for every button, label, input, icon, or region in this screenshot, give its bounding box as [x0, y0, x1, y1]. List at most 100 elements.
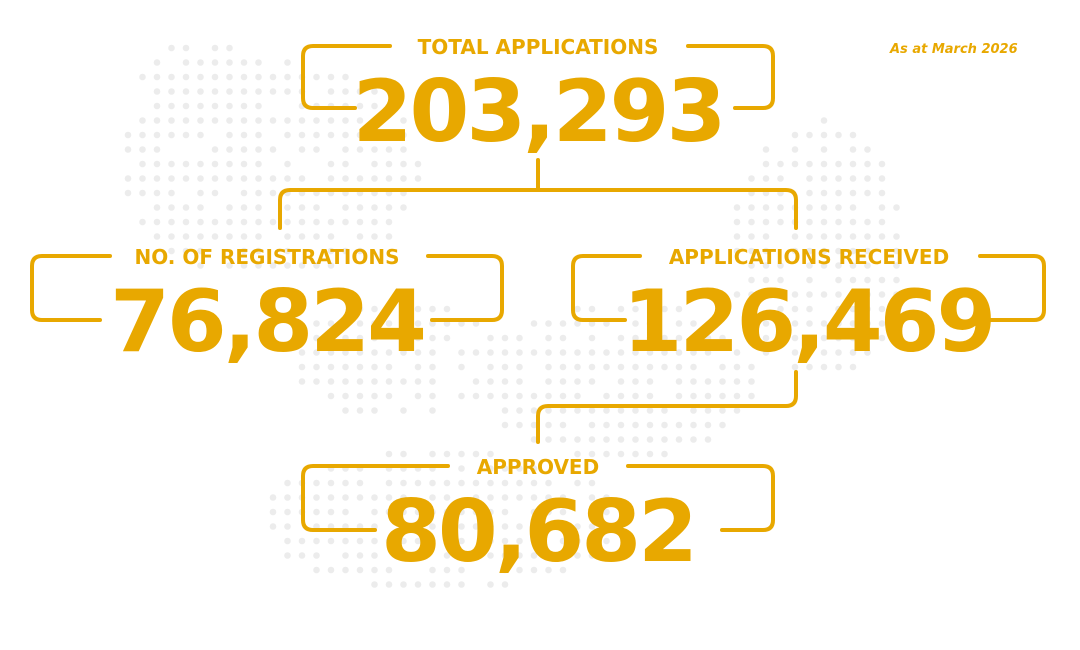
map-dot — [197, 88, 204, 95]
map-dot — [356, 305, 364, 313]
map-dot — [530, 552, 538, 559]
map-dot — [197, 262, 204, 269]
map-dot — [414, 508, 422, 516]
map-dot — [153, 204, 161, 211]
map-dot — [864, 146, 871, 153]
map-dot — [574, 523, 581, 530]
map-dot — [313, 334, 320, 342]
map-dot — [429, 334, 436, 342]
map-dot — [777, 276, 784, 284]
map-dot — [284, 59, 291, 66]
map-dot — [487, 450, 494, 458]
map-dot — [385, 537, 393, 545]
map-dot — [820, 349, 828, 356]
map-dot — [226, 160, 233, 168]
map-dot — [356, 334, 364, 342]
map-dot — [864, 189, 871, 197]
map-dot — [472, 523, 480, 530]
map-dot — [777, 334, 784, 342]
registrations-value: 76,824 — [110, 272, 427, 372]
map-dot — [458, 523, 465, 530]
map-dot — [487, 537, 494, 545]
map-dot — [646, 334, 654, 342]
map-dot — [313, 262, 320, 269]
map-dot — [864, 218, 871, 226]
map-dot — [458, 479, 465, 487]
map-dot — [240, 233, 248, 240]
map-dot — [356, 88, 364, 95]
map-dot — [313, 494, 320, 501]
map-dot — [168, 73, 175, 81]
map-dot — [168, 175, 175, 182]
map-dot — [835, 262, 842, 269]
map-dot — [182, 88, 190, 95]
map-dot — [197, 175, 204, 182]
map-dot — [356, 537, 364, 545]
map-dot — [240, 204, 248, 211]
map-dot — [487, 581, 494, 588]
map-dot — [400, 479, 407, 487]
map-dot — [530, 566, 538, 574]
map-dot — [835, 204, 842, 211]
map-dot — [429, 523, 436, 530]
map-dot — [501, 494, 509, 501]
map-dot — [820, 233, 828, 240]
map-dot — [733, 204, 741, 211]
map-dot — [864, 291, 871, 298]
map-dot — [139, 117, 146, 124]
map-dot — [240, 131, 248, 139]
map-dot — [182, 117, 190, 124]
map-dot — [429, 407, 436, 414]
map-dot — [545, 552, 552, 559]
registrations-bracket-right — [426, 254, 504, 322]
map-dot — [327, 247, 335, 255]
map-dot — [342, 407, 349, 414]
map-dot — [501, 363, 509, 371]
map-dot — [820, 160, 828, 168]
map-dot — [414, 479, 422, 487]
map-dot — [487, 349, 494, 356]
map-dot — [371, 160, 378, 168]
map-dot — [603, 363, 610, 371]
map-dot — [791, 349, 799, 356]
map-dot — [284, 175, 291, 182]
map-dot — [458, 537, 465, 545]
map-dot — [777, 175, 784, 182]
map-dot — [414, 363, 422, 371]
map-dot — [371, 349, 378, 356]
map-dot — [530, 320, 538, 327]
map-dot — [385, 204, 393, 211]
map-dot — [371, 88, 378, 95]
map-dot — [487, 552, 494, 559]
map-dot — [255, 218, 262, 226]
map-dot — [472, 494, 480, 501]
map-dot — [864, 305, 871, 313]
map-dot — [255, 88, 262, 95]
map-dot — [588, 479, 596, 487]
map-dot — [806, 160, 813, 168]
map-dot — [878, 291, 886, 298]
map-dot — [197, 247, 204, 255]
map-dot — [878, 305, 886, 313]
map-dot — [530, 523, 538, 530]
map-dot — [356, 247, 364, 255]
map-dot — [791, 363, 799, 371]
map-dot — [356, 552, 364, 559]
map-dot — [255, 233, 262, 240]
map-dot — [646, 363, 654, 371]
map-dot — [719, 378, 726, 385]
map-dot — [414, 305, 422, 313]
map-dot — [385, 581, 393, 588]
map-dot — [704, 407, 712, 414]
map-dot — [458, 465, 465, 472]
map-dot — [269, 73, 277, 81]
map-dot — [226, 117, 233, 124]
map-dot — [226, 59, 233, 66]
map-dot — [588, 334, 596, 342]
map-dot — [617, 363, 625, 371]
map-dot — [806, 131, 813, 139]
map-dot — [255, 175, 262, 182]
map-dot — [313, 508, 320, 516]
map-dot — [472, 552, 480, 559]
